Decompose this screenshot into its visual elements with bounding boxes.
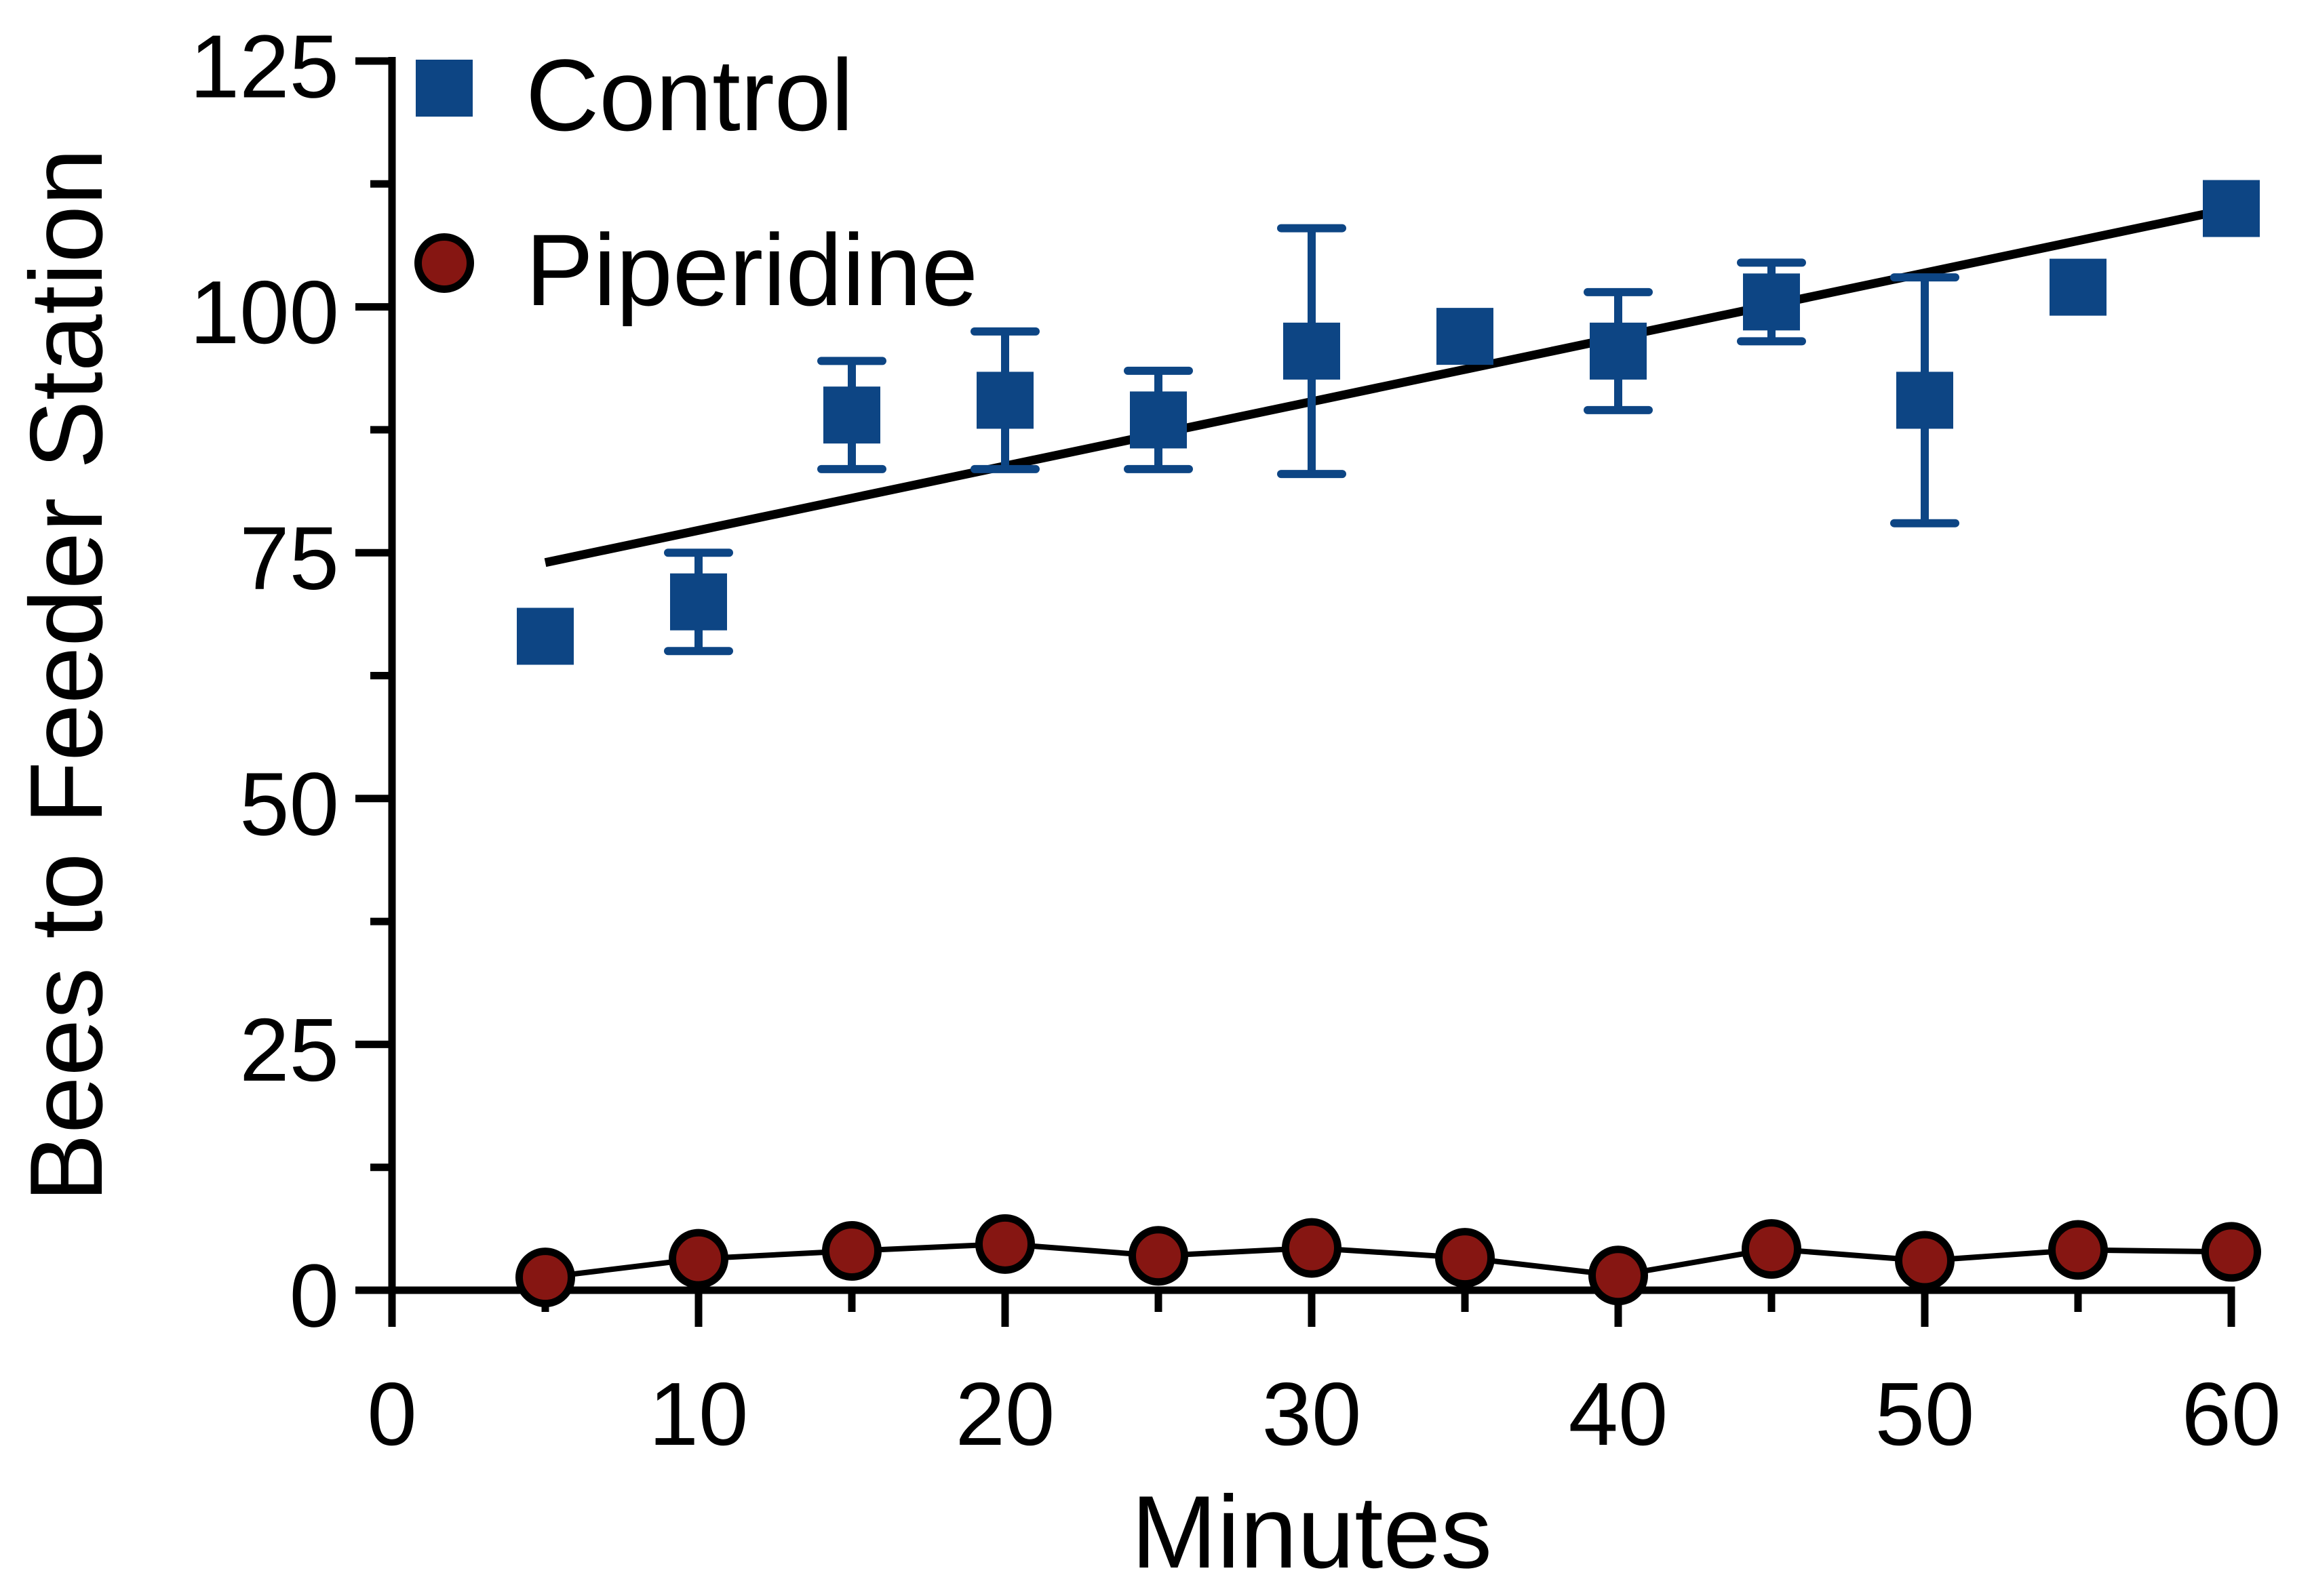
piperidine-point-marker (1588, 1245, 1648, 1306)
piperidine-point-marker (1435, 1228, 1495, 1288)
x-tick-label: 20 (956, 1364, 1055, 1464)
control-point-marker (1283, 322, 1340, 380)
x-tick-label: 60 (2182, 1364, 2281, 1464)
legend-label-control: Control (526, 38, 854, 152)
piperidine-point-marker (2048, 1220, 2108, 1280)
series-piperidine (515, 1214, 2261, 1308)
piperidine-point-marker (1129, 1226, 1188, 1286)
piperidine-point-marker (1742, 1219, 1801, 1279)
plot-series (515, 180, 2261, 1308)
x-tick-label: 30 (1262, 1364, 1362, 1464)
control-point-marker (517, 607, 574, 665)
legend-marker-piperidine-circle-icon (414, 233, 474, 293)
piperidine-connect-line (545, 1241, 2232, 1281)
control-point-marker (2050, 258, 2107, 316)
piperidine-point-marker (2201, 1222, 2261, 1282)
x-axis-title: Minutes (1131, 1475, 1492, 1590)
legend: Control Piperidine (414, 38, 978, 327)
control-point-marker (1590, 322, 1647, 380)
x-tick-label: 10 (649, 1364, 749, 1464)
control-point-marker (823, 386, 880, 444)
axes: 0 25 50 75 100 125 0 10 20 30 40 50 60 (190, 17, 2281, 1464)
control-point-marker (1743, 273, 1800, 331)
piperidine-point-marker (822, 1220, 882, 1281)
piperidine-point-marker (1895, 1231, 1955, 1291)
control-trend-line (544, 204, 2233, 567)
control-point-marker (1130, 391, 1187, 449)
piperidine-point-marker (669, 1229, 728, 1289)
control-point-marker (670, 573, 727, 631)
piperidine-point-marker (515, 1248, 575, 1308)
piperidine-point-marker (975, 1214, 1035, 1274)
legend-marker-control-square-icon (416, 60, 473, 117)
y-tick-label: 25 (239, 1000, 339, 1100)
y-tick-label: 100 (190, 262, 339, 362)
y-tick-label: 0 (290, 1246, 339, 1346)
control-point-marker (1436, 308, 1493, 365)
x-tick-label: 50 (1875, 1364, 1975, 1464)
control-point-marker (1896, 372, 1953, 429)
control-point-marker (977, 372, 1034, 429)
y-tick-label: 75 (239, 508, 339, 608)
y-axis-title: Bees to Feeder Station (9, 148, 124, 1203)
x-tick-label: 0 (367, 1364, 416, 1464)
y-tick-label: 50 (239, 754, 339, 854)
piperidine-point-marker (1282, 1218, 1341, 1278)
series-control (517, 180, 2260, 665)
y-tick-label: 125 (190, 17, 339, 117)
control-point-marker (2203, 180, 2260, 237)
x-tick-label: 40 (1569, 1364, 1668, 1464)
legend-label-piperidine: Piperidine (526, 213, 978, 327)
